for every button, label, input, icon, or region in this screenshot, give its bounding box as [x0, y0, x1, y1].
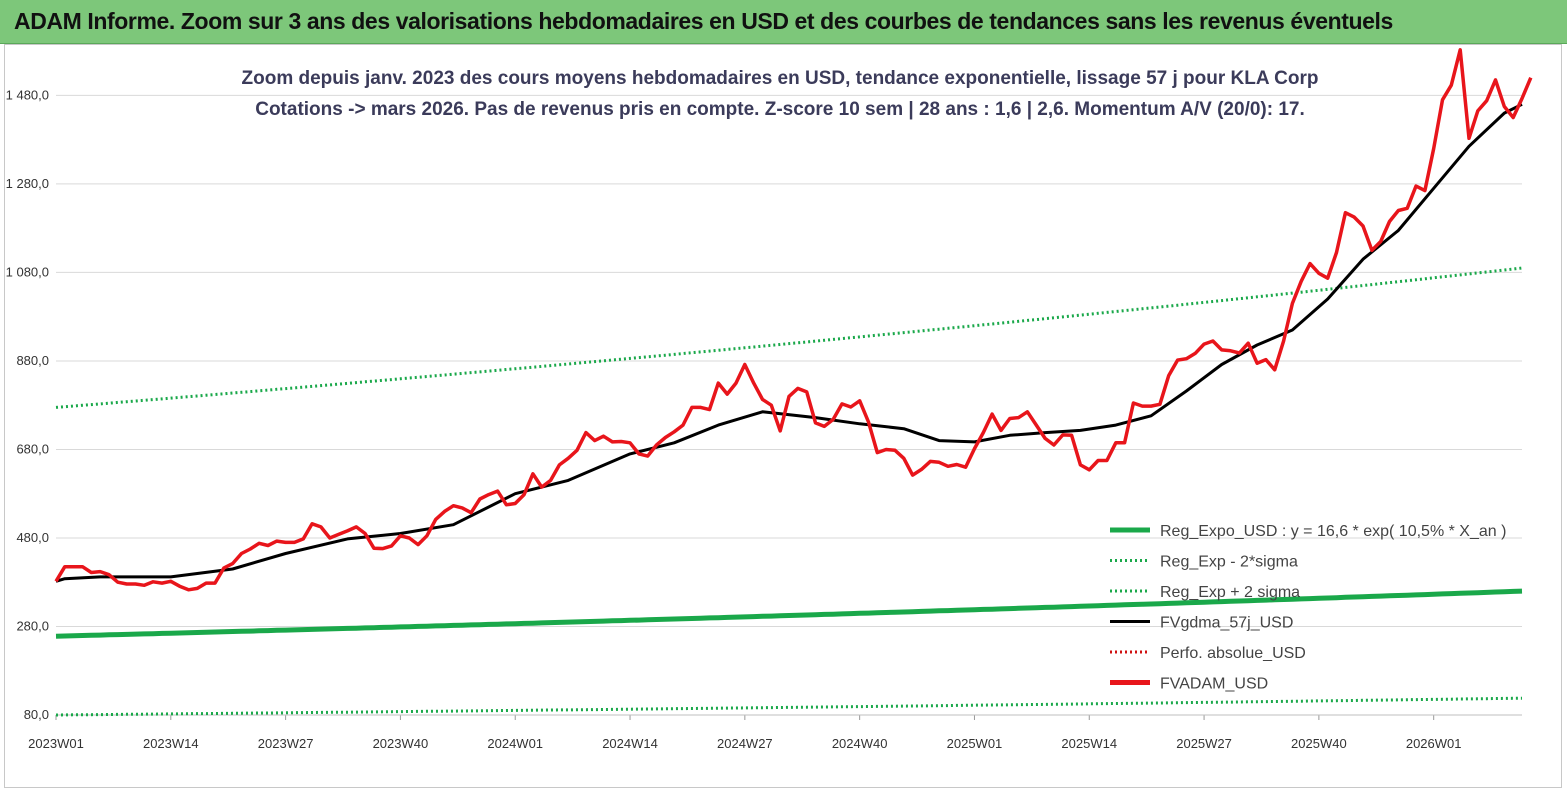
y-tick-label: 1 280,0 [6, 176, 49, 191]
x-tick-label: 2025W40 [1291, 736, 1347, 751]
chart-title-line1: Zoom depuis janv. 2023 des cours moyens … [242, 68, 1319, 89]
x-tick-label: 2026W01 [1406, 736, 1462, 751]
legend-label: Perfo. absolue_USD [1160, 645, 1306, 662]
legend: Reg_Expo_USD : y = 16,6 * exp( 10,5% * X… [1110, 523, 1506, 693]
chart-frame [4, 44, 1562, 788]
y-tick-label: 80,0 [24, 707, 49, 722]
x-tick-label: 2025W14 [1061, 736, 1117, 751]
legend-label: FVgdma_57j_USD [1160, 615, 1293, 632]
legend-label: Reg_Exp - 2*sigma [1160, 554, 1298, 571]
chart-title-line2: Cotations -> mars 2026. Pas de revenus p… [255, 99, 1305, 120]
series-fvgdma-57j [55, 102, 1523, 583]
y-tick-label: 680,0 [16, 441, 49, 456]
x-tick-label: 2024W40 [832, 736, 888, 751]
x-tick-label: 2024W01 [487, 736, 543, 751]
banner: ADAM Informe. Zoom sur 3 ans des valoris… [0, 0, 1567, 44]
series-reg-exp-minus-2sigma [55, 696, 1523, 717]
legend-label: FVADAM_USD [1160, 676, 1268, 693]
y-axis-ticks: 80,0 280,0 480,0 680,0 880,0 1 080,0 1 280,0 1 … [6, 87, 49, 722]
x-tick-label: 2024W27 [717, 736, 773, 751]
gridlines [56, 94, 1522, 716]
series-fvadam-usd [54, 48, 1533, 592]
banner-title: ADAM Informe. Zoom sur 3 ans des valoris… [14, 8, 1393, 34]
x-axis-ticks: 2023W01 2023W14 2023W27 2023W40 2024W01 2024W… [28, 714, 1522, 751]
y-tick-label: 880,0 [16, 353, 49, 368]
legend-label: Reg_Expo_USD : y = 16,6 * exp( 10,5% * X… [1160, 523, 1506, 540]
x-tick-label: 2023W40 [373, 736, 429, 751]
x-tick-label: 2023W27 [258, 736, 314, 751]
x-tick-label: 2023W14 [143, 736, 199, 751]
x-tick-label: 2025W01 [947, 736, 1003, 751]
series-lines [54, 48, 1533, 717]
y-tick-label: 1 480,0 [6, 87, 49, 102]
y-tick-label: 1 080,0 [6, 264, 49, 279]
x-tick-label: 2023W01 [28, 736, 84, 751]
x-tick-label: 2025W27 [1176, 736, 1232, 751]
y-tick-label: 280,0 [16, 618, 49, 633]
legend-label: Reg_Exp + 2 sigma [1160, 584, 1300, 601]
y-tick-label: 480,0 [16, 530, 49, 545]
series-reg-expo-usd [55, 588, 1523, 639]
series-reg-exp-plus-2sigma [55, 266, 1523, 409]
x-tick-label: 2024W14 [602, 736, 658, 751]
